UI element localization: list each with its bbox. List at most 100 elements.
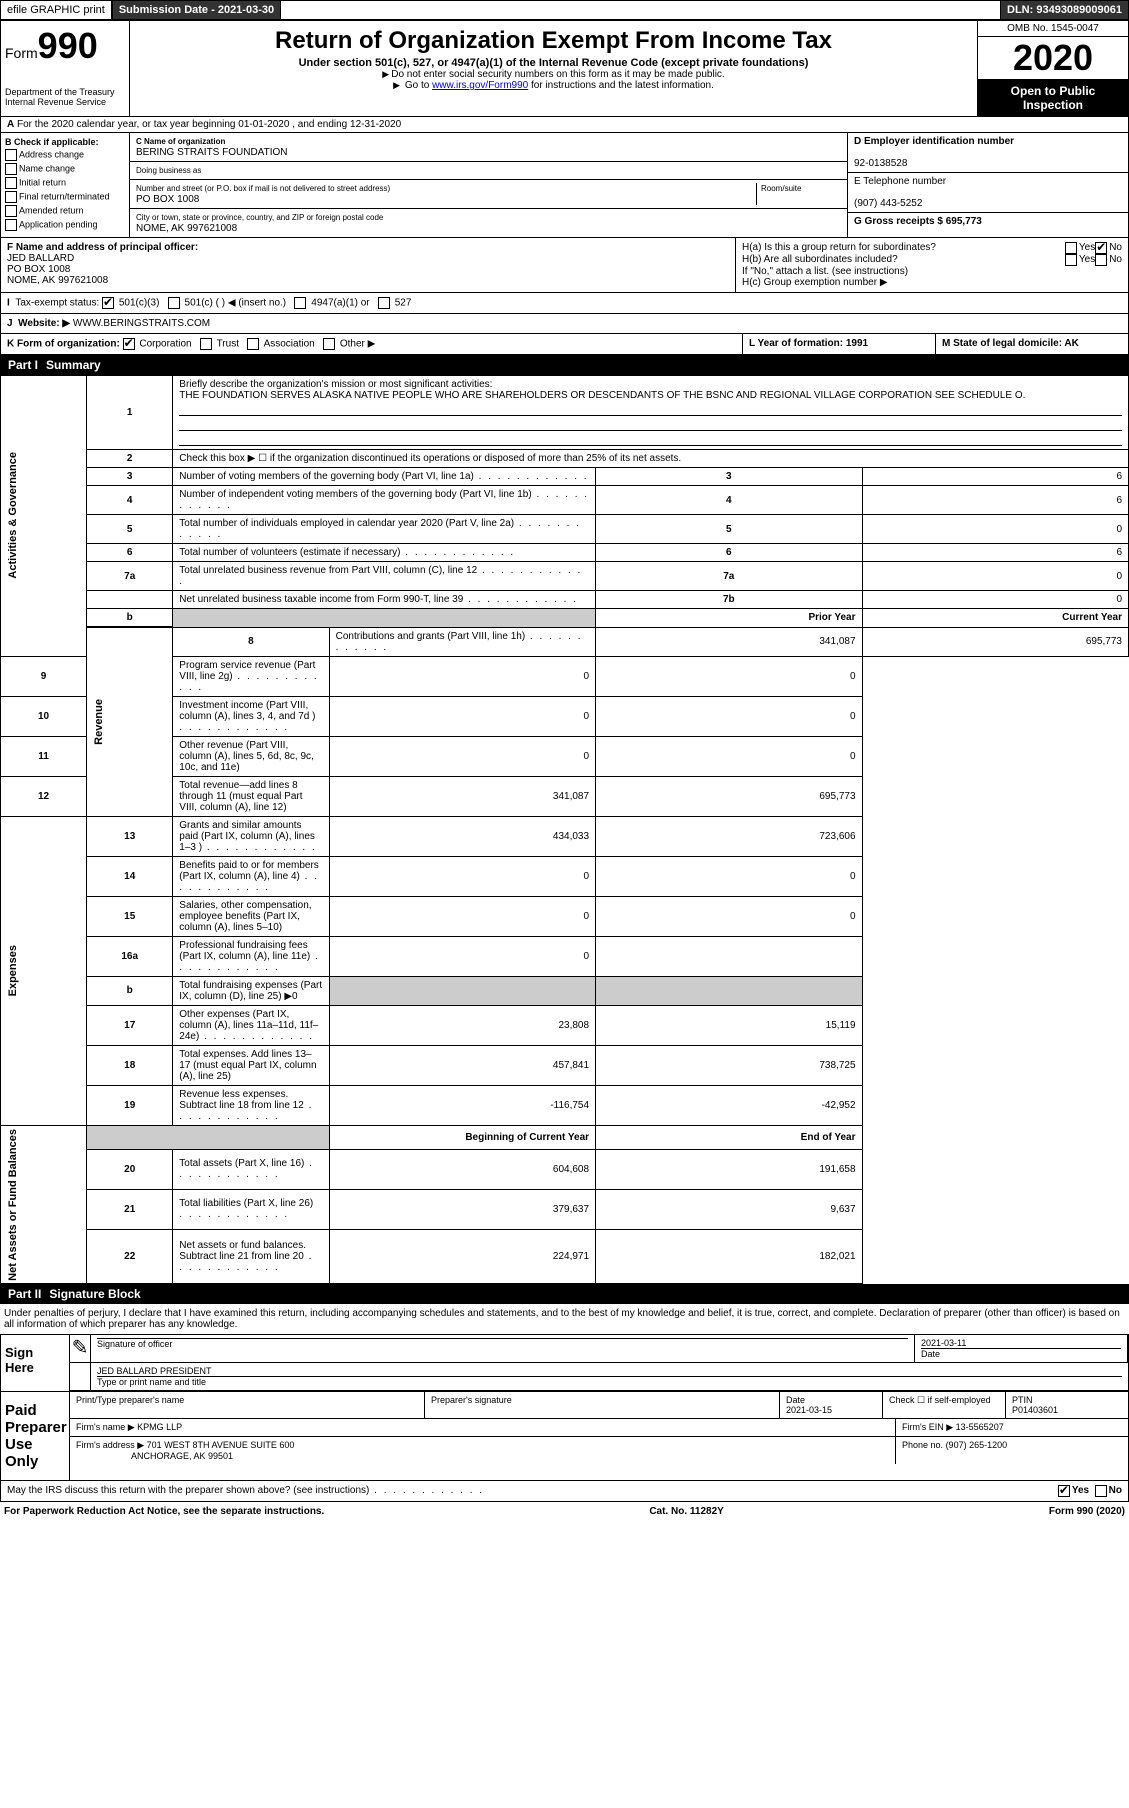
- ha-label: H(a) Is this a group return for subordin…: [742, 242, 1065, 254]
- part1-header: Part I Summary: [0, 355, 1129, 375]
- website-url: WWW.BERINGSTRAITS.COM: [73, 318, 210, 329]
- header-center: Return of Organization Exempt From Incom…: [130, 21, 977, 116]
- check-501c3[interactable]: [102, 297, 114, 309]
- part1-name: Summary: [46, 358, 101, 372]
- rev-row-9: Program service revenue (Part VIII, line…: [173, 656, 329, 696]
- col-current: Current Year: [862, 609, 1128, 628]
- gov-row-3: Number of voting members of the governin…: [173, 468, 596, 486]
- check-pending[interactable]: Application pending: [5, 219, 125, 231]
- ein-value: 92-0138528: [854, 158, 907, 169]
- summary-table: Activities & Governance 1 Briefly descri…: [0, 375, 1129, 1284]
- part2-name: Signature Block: [49, 1287, 140, 1301]
- discuss-label: May the IRS discuss this return with the…: [7, 1485, 1058, 1497]
- org-address: PO BOX 1008: [136, 194, 199, 205]
- firm-name: KPMG LLP: [137, 1422, 182, 1432]
- section-m: M State of legal domicile: AK: [935, 334, 1128, 354]
- exp-row-13: Grants and similar amounts paid (Part IX…: [173, 816, 329, 856]
- sig-date: 2021-03-11: [921, 1338, 966, 1348]
- hb-label: H(b) Are all subordinates included?: [742, 254, 1065, 266]
- irs-link[interactable]: www.irs.gov/Form990: [432, 80, 528, 91]
- officer-group-info: F Name and address of principal officer:…: [0, 238, 1129, 293]
- section-c: C Name of organizationBERING STRAITS FOU…: [130, 133, 847, 237]
- officer-label: F Name and address of principal officer:: [7, 242, 198, 253]
- org-city: NOME, AK 997621008: [136, 223, 237, 234]
- exp-row-14: Benefits paid to or for members (Part IX…: [173, 856, 329, 896]
- org-name: BERING STRAITS FOUNDATION: [136, 147, 288, 158]
- ha-yes[interactable]: [1065, 242, 1077, 254]
- ha-no[interactable]: [1095, 242, 1107, 254]
- omb-number: OMB No. 1545-0047: [978, 21, 1128, 37]
- discuss-yes[interactable]: [1058, 1485, 1070, 1497]
- check-4947[interactable]: [294, 297, 306, 309]
- check-self-employed[interactable]: Check ☐ if self-employed: [883, 1392, 1006, 1418]
- net-row-21: Total liabilities (Part X, line 26): [173, 1189, 329, 1229]
- submission-date-button[interactable]: Submission Date - 2021-03-30: [112, 0, 281, 20]
- inspection-badge: Open to Public Inspection: [978, 80, 1128, 116]
- side-net: Net Assets or Fund Balances: [7, 1129, 19, 1281]
- section-h: H(a) Is this a group return for subordin…: [735, 238, 1128, 292]
- check-527[interactable]: [378, 297, 390, 309]
- entity-info: B Check if applicable: Address change Na…: [0, 133, 1129, 238]
- rev-row-11: Other revenue (Part VIII, column (A), li…: [173, 736, 329, 776]
- section-j: J Website: ▶ WWW.BERINGSTRAITS.COM: [1, 314, 1128, 333]
- footer-mid: Cat. No. 11282Y: [649, 1506, 723, 1517]
- firm-ein: 13-5565207: [956, 1422, 1004, 1432]
- dln-label: DLN: 93493089009061: [1000, 0, 1129, 20]
- pen-icon: ✎: [70, 1335, 91, 1362]
- exp-row-16b: Total fundraising expenses (Part IX, col…: [173, 976, 329, 1005]
- section-b-title: B Check if applicable:: [5, 137, 99, 147]
- check-corp[interactable]: [123, 338, 135, 350]
- section-i: I Tax-exempt status: 501(c)(3) 501(c) ( …: [1, 293, 1128, 313]
- discuss-no[interactable]: [1095, 1485, 1107, 1497]
- top-bar: efile GRAPHIC print Submission Date - 20…: [0, 0, 1129, 20]
- spacer: [281, 0, 1000, 20]
- check-other[interactable]: [323, 338, 335, 350]
- gov-row-4: Number of independent voting members of …: [173, 486, 596, 515]
- form-header: Form990 Department of the Treasury Inter…: [0, 20, 1129, 117]
- check-name[interactable]: Name change: [5, 163, 125, 175]
- q1-label: Briefly describe the organization's miss…: [179, 379, 492, 390]
- part2-title: Part II: [8, 1287, 49, 1301]
- exp-row-15: Salaries, other compensation, employee b…: [173, 896, 329, 936]
- form-subtitle: Under section 501(c), 527, or 4947(a)(1)…: [134, 57, 973, 69]
- rev-row-10: Investment income (Part VIII, column (A)…: [173, 696, 329, 736]
- discuss-row: May the IRS discuss this return with the…: [0, 1481, 1129, 1502]
- check-initial[interactable]: Initial return: [5, 177, 125, 189]
- exp-row-16a: Professional fundraising fees (Part IX, …: [173, 936, 329, 976]
- col-prior: Prior Year: [596, 609, 862, 628]
- dba-label: Doing business as: [136, 166, 201, 175]
- check-final[interactable]: Final return/terminated: [5, 191, 125, 203]
- net-row-20: Total assets (Part X, line 16): [173, 1150, 329, 1190]
- sign-here-label: Sign Here: [1, 1335, 70, 1391]
- officer-addr1: PO BOX 1008: [7, 264, 70, 275]
- check-trust[interactable]: [200, 338, 212, 350]
- header-left: Form990 Department of the Treasury Inter…: [1, 21, 130, 116]
- side-revenue: Revenue: [93, 699, 105, 745]
- org-form-row: K Form of organization: Corporation Trus…: [0, 334, 1129, 355]
- part1-title: Part I: [8, 358, 46, 372]
- city-label: City or town, state or province, country…: [136, 213, 383, 222]
- hc-label: H(c) Group exemption number ▶: [742, 277, 1122, 288]
- hb-yes[interactable]: [1065, 254, 1077, 266]
- check-address[interactable]: Address change: [5, 149, 125, 161]
- rev-row-12: Total revenue—add lines 8 through 11 (mu…: [173, 776, 329, 816]
- net-row-22: Net assets or fund balances. Subtract li…: [173, 1229, 329, 1284]
- q1-text: THE FOUNDATION SERVES ALASKA NATIVE PEOP…: [179, 390, 1025, 401]
- hb-no[interactable]: [1095, 254, 1107, 266]
- officer-name: JED BALLARD: [7, 253, 74, 264]
- section-b: B Check if applicable: Address change Na…: [1, 133, 130, 237]
- gross-receipts: G Gross receipts $ 695,773: [854, 216, 982, 227]
- footer-right: Form 990 (2020): [1049, 1506, 1125, 1517]
- addr-label: Number and street (or P.O. box if mail i…: [136, 184, 390, 193]
- check-501c[interactable]: [168, 297, 180, 309]
- form-title: Return of Organization Exempt From Incom…: [134, 27, 973, 55]
- check-assoc[interactable]: [247, 338, 259, 350]
- check-amended[interactable]: Amended return: [5, 205, 125, 217]
- officer-name-title: JED BALLARD PRESIDENT: [97, 1366, 212, 1376]
- sig-officer-label: Signature of officer: [97, 1339, 172, 1349]
- exp-row-17: Other expenses (Part IX, column (A), lin…: [173, 1005, 329, 1045]
- firm-phone: (907) 265-1200: [946, 1440, 1008, 1450]
- phone-value: (907) 443-5252: [854, 198, 922, 209]
- ptin-value: P01403601: [1012, 1405, 1058, 1415]
- gov-row-6: Total number of volunteers (estimate if …: [173, 544, 596, 562]
